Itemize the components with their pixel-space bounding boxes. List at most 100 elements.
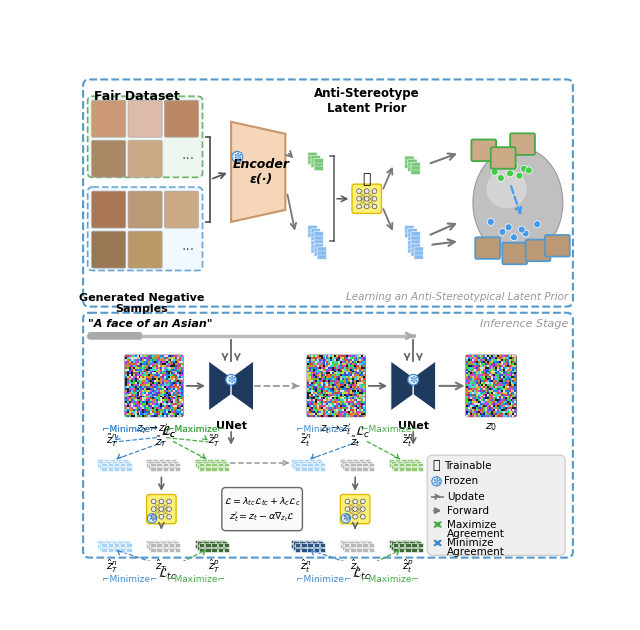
Bar xyxy=(513,361,515,363)
Bar xyxy=(177,407,179,409)
Bar xyxy=(169,543,174,547)
Bar xyxy=(175,386,177,388)
Bar xyxy=(315,363,317,365)
Text: Forward: Forward xyxy=(447,506,490,515)
Bar xyxy=(140,392,142,394)
Bar xyxy=(311,359,313,361)
Bar xyxy=(166,376,168,378)
Bar xyxy=(501,384,503,386)
Bar xyxy=(364,405,365,407)
Bar xyxy=(348,541,353,546)
Bar xyxy=(313,409,315,411)
Bar xyxy=(330,394,332,396)
Bar xyxy=(307,374,309,376)
Bar xyxy=(154,384,156,386)
Bar xyxy=(348,382,349,384)
Bar xyxy=(101,548,107,552)
Bar xyxy=(511,386,513,388)
Bar xyxy=(515,372,516,374)
Bar xyxy=(154,546,160,550)
Bar xyxy=(313,413,315,415)
Bar xyxy=(491,388,493,390)
Bar xyxy=(177,382,179,384)
Bar xyxy=(129,372,131,374)
Bar xyxy=(131,398,132,399)
Bar xyxy=(134,394,136,396)
Bar xyxy=(395,459,401,462)
Bar xyxy=(336,394,338,396)
Bar xyxy=(156,380,158,382)
Bar xyxy=(511,367,513,369)
Bar xyxy=(172,392,173,394)
Bar xyxy=(367,541,372,546)
Bar xyxy=(491,382,493,384)
Bar xyxy=(167,465,172,469)
Bar xyxy=(179,363,181,365)
Bar xyxy=(515,374,516,376)
Bar xyxy=(351,396,353,398)
Bar xyxy=(413,539,419,543)
Bar xyxy=(179,394,181,396)
Bar xyxy=(127,357,129,359)
Bar xyxy=(338,367,340,369)
Bar xyxy=(497,378,499,380)
Bar xyxy=(181,386,183,388)
Bar xyxy=(501,405,503,407)
Bar xyxy=(159,544,164,548)
Bar xyxy=(158,384,160,386)
Bar xyxy=(346,396,348,398)
Bar xyxy=(214,544,219,548)
Bar xyxy=(474,363,476,365)
Bar xyxy=(417,467,423,471)
Bar xyxy=(358,390,360,392)
Bar xyxy=(324,355,326,357)
Bar xyxy=(324,374,326,376)
Bar xyxy=(340,369,342,370)
Bar xyxy=(99,465,105,469)
Bar xyxy=(145,392,147,394)
Bar xyxy=(476,372,477,374)
Bar xyxy=(136,384,138,386)
Bar xyxy=(332,411,334,413)
Bar xyxy=(171,459,177,462)
Bar xyxy=(485,365,487,367)
Bar xyxy=(503,367,505,369)
Bar xyxy=(334,370,336,372)
Bar xyxy=(158,394,160,396)
Bar xyxy=(493,386,495,388)
Bar xyxy=(154,413,156,415)
Bar xyxy=(495,380,497,382)
Bar xyxy=(125,396,127,398)
Bar xyxy=(364,398,365,399)
Bar xyxy=(313,392,315,394)
Bar xyxy=(489,355,491,357)
Bar xyxy=(477,367,479,369)
Bar xyxy=(360,380,362,382)
Bar xyxy=(340,401,342,403)
Bar xyxy=(344,367,346,369)
Bar xyxy=(168,398,170,399)
Bar xyxy=(369,462,374,466)
Bar xyxy=(505,365,507,367)
Bar xyxy=(317,396,319,398)
Bar xyxy=(489,384,491,386)
Bar xyxy=(358,386,360,388)
Bar xyxy=(515,357,516,359)
Bar xyxy=(489,401,491,403)
Bar xyxy=(127,403,129,405)
Bar xyxy=(326,399,328,401)
Bar xyxy=(156,467,162,471)
Bar xyxy=(319,378,321,380)
Bar xyxy=(150,370,152,372)
Bar xyxy=(470,376,472,378)
Bar xyxy=(170,399,172,401)
Bar xyxy=(360,363,362,365)
Bar xyxy=(489,409,491,411)
Bar xyxy=(340,380,342,382)
Bar xyxy=(164,382,166,384)
Bar xyxy=(364,367,365,369)
Bar xyxy=(340,372,342,374)
Bar xyxy=(470,359,472,361)
Bar xyxy=(199,467,204,471)
Bar xyxy=(507,376,509,378)
